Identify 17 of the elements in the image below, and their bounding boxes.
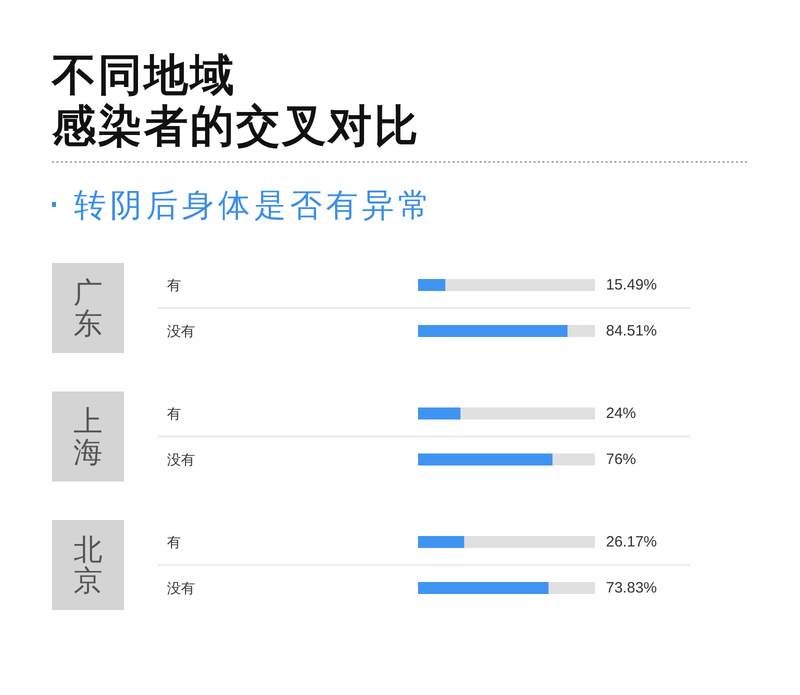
y-tick-label: 没有 (167, 452, 195, 468)
y-tick-label: 没有 (167, 323, 195, 339)
text: 转阴后身体是否有异常 (74, 187, 434, 223)
text: 上海 (74, 406, 102, 469)
text: 不同地域感染者的交叉对比 (51, 51, 420, 151)
data-label: 73.83% (606, 580, 657, 596)
y-tick-label: 有 (167, 277, 181, 293)
data-label: 26.17% (606, 534, 657, 550)
data-label: 84.51% (606, 322, 657, 340)
data-label: 76% (606, 451, 636, 468)
y-tick-label: 没有 (167, 580, 195, 596)
data-label: 24% (606, 405, 636, 422)
text: 北京 (74, 534, 102, 598)
y-tick-label: 有 (167, 534, 181, 550)
text: 广东 (74, 278, 102, 340)
data-label: 15.49% (606, 276, 657, 294)
y-tick-label: 有 (167, 406, 181, 422)
